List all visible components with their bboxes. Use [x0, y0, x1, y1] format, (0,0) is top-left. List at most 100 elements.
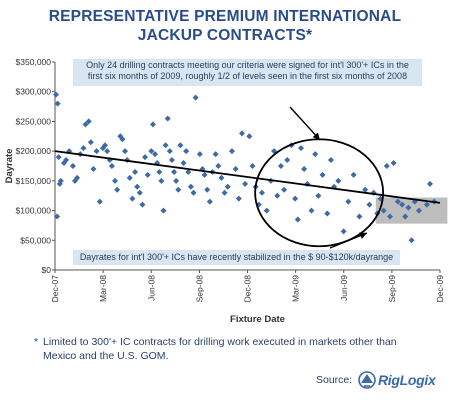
data-point — [277, 163, 284, 169]
data-point — [301, 165, 308, 172]
data-point — [423, 201, 430, 208]
data-point — [87, 139, 94, 146]
data-point — [249, 163, 256, 169]
data-point — [139, 201, 146, 208]
data-point — [102, 142, 109, 149]
x-tick-label: Mar-08 — [98, 275, 108, 302]
data-point — [394, 198, 401, 205]
x-tick-label: Mar-09 — [291, 275, 301, 302]
data-point — [402, 213, 409, 220]
data-point — [399, 201, 406, 208]
arrow-top — [289, 106, 321, 141]
data-point — [308, 207, 315, 214]
data-point — [201, 171, 208, 178]
annotation-top-line-1: Only 24 drilling contracts meeting our c… — [86, 60, 409, 70]
data-point — [104, 148, 111, 155]
data-point — [390, 160, 397, 167]
data-point — [196, 151, 203, 158]
data-point — [235, 195, 242, 202]
data-point — [221, 189, 228, 196]
data-point — [96, 198, 103, 205]
data-point — [54, 213, 61, 220]
y-tick-label: $300,000 — [16, 87, 52, 97]
data-point — [142, 154, 149, 161]
data-point — [335, 177, 342, 184]
data-point — [185, 168, 192, 175]
data-point — [126, 174, 133, 181]
data-point — [380, 207, 387, 214]
arrow-top-head — [312, 132, 320, 140]
y-axis-title: Dayrate — [4, 149, 15, 184]
data-point — [164, 115, 171, 122]
data-point — [180, 160, 187, 167]
data-point — [93, 148, 100, 155]
data-point — [114, 186, 121, 193]
data-point — [274, 192, 281, 199]
data-points — [53, 91, 438, 244]
trendline — [54, 150, 441, 204]
data-point — [212, 151, 219, 158]
chart-title-line-2: JACKUP CONTRACTS* — [137, 27, 313, 44]
data-point — [426, 180, 433, 187]
data-point — [63, 157, 70, 164]
arrow-bottom-head — [359, 232, 367, 239]
data-point — [292, 195, 299, 202]
data-point — [175, 186, 182, 193]
data-point — [224, 183, 231, 190]
x-tick-label: Jun-09 — [339, 275, 349, 301]
data-point — [148, 148, 155, 155]
data-point — [415, 207, 422, 214]
data-point — [408, 237, 415, 244]
data-point — [129, 195, 136, 202]
footnote-asterisk: * — [34, 336, 39, 348]
y-tick-label: $0 — [42, 265, 52, 275]
data-point — [160, 207, 167, 214]
data-point — [53, 91, 60, 98]
data-point — [281, 186, 288, 193]
y-tick-label: $100,000 — [16, 206, 52, 216]
data-point — [144, 171, 151, 178]
riglogix-logo: RigLogix — [358, 369, 436, 391]
data-point — [57, 177, 64, 184]
data-point — [345, 198, 352, 205]
y-tick-label: $50,000 — [20, 235, 51, 245]
source-label: Source: — [316, 374, 353, 386]
data-point — [152, 151, 159, 158]
data-point — [69, 163, 76, 169]
x-tick-label: Dec-08 — [243, 275, 253, 303]
data-point — [386, 213, 393, 220]
data-point — [122, 148, 129, 155]
annotation-top: Only 24 drilling contracts meeting our c… — [73, 59, 422, 86]
data-point — [255, 201, 262, 208]
data-point — [383, 163, 390, 169]
data-point — [228, 148, 235, 155]
data-point — [173, 177, 180, 184]
data-point — [108, 163, 115, 169]
x-tick-label: Dec-07 — [50, 275, 60, 303]
data-point — [356, 213, 363, 220]
data-point — [297, 145, 304, 152]
data-point — [366, 201, 373, 208]
data-point — [134, 183, 141, 190]
x-tick-label: Sep-09 — [387, 275, 397, 303]
annotation-top-line-2: first six months of 2009, roughly 1/2 of… — [87, 70, 408, 81]
x-tick-label: Sep-08 — [194, 275, 204, 303]
data-point — [263, 207, 270, 214]
footnote: * Limited to 300'+ IC contracts for dril… — [34, 335, 444, 363]
data-point — [350, 171, 357, 178]
data-point — [74, 174, 81, 181]
x-tick-label: Jun-08 — [146, 275, 156, 301]
data-point — [238, 130, 245, 137]
axes — [52, 61, 441, 273]
data-point — [149, 121, 156, 128]
footnote-line-2: Mexico and the U.S. GOM. — [43, 350, 169, 362]
footnote-line-1: Limited to 300'+ IC contracts for drilli… — [43, 336, 397, 348]
data-point — [340, 228, 347, 235]
data-point — [177, 142, 184, 149]
data-point — [324, 210, 331, 217]
logo-text: RigLogix — [378, 372, 436, 388]
data-point — [158, 177, 165, 184]
data-point — [405, 204, 412, 211]
x-axis-title: Fixture Date — [230, 314, 285, 325]
data-point — [183, 148, 190, 155]
